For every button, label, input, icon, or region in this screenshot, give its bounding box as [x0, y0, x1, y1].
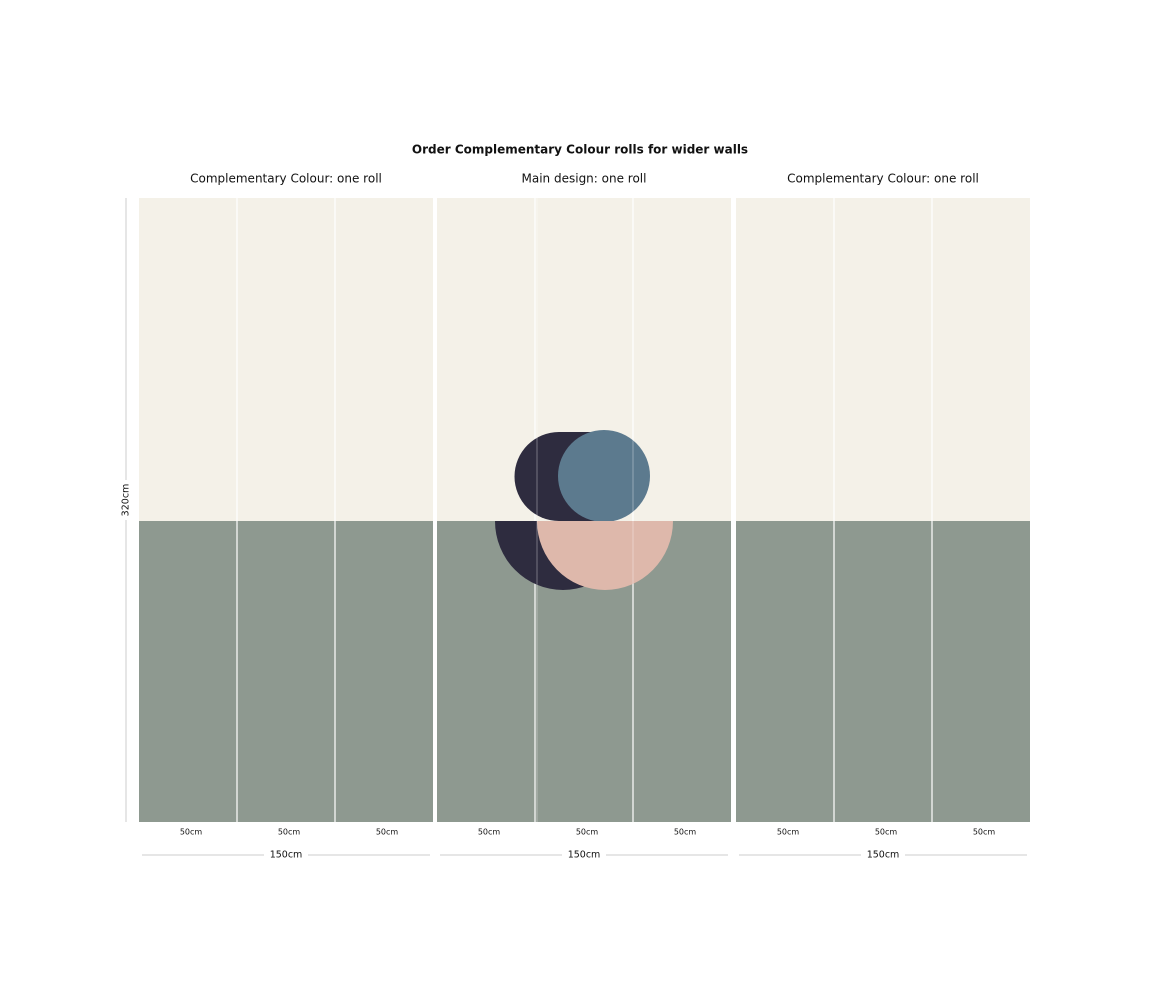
panel-label: Complementary Colour: one roll	[787, 172, 979, 186]
height-label-bg	[119, 480, 133, 520]
strip-width: 50cm	[376, 828, 399, 837]
strip-width: 50cm	[973, 828, 996, 837]
height-label: 320cm	[121, 484, 132, 517]
width-label-bg	[562, 848, 606, 862]
panel-label: Complementary Colour: one roll	[190, 172, 382, 186]
width-label: 150cm	[270, 850, 303, 861]
title: Order Complementary Colour rolls for wid…	[412, 143, 748, 157]
width-label: 150cm	[568, 850, 601, 861]
strip-width: 50cm	[278, 828, 301, 837]
pink-half	[537, 521, 673, 590]
strip-width: 50cm	[180, 828, 203, 837]
upper-colour	[736, 198, 1030, 521]
panel-label: Main design: one roll	[522, 172, 647, 186]
upper-colour	[139, 198, 433, 521]
width-label: 150cm	[867, 850, 900, 861]
design-shapes	[495, 198, 673, 822]
strip-width: 50cm	[674, 828, 697, 837]
lower-colour	[736, 521, 1030, 822]
strip-width: 50cm	[576, 828, 599, 837]
width-label-bg	[264, 848, 308, 862]
lower-colour	[139, 521, 433, 822]
strip-width: 50cm	[875, 828, 898, 837]
strip-width: 50cm	[777, 828, 800, 837]
blue-circle	[558, 430, 650, 522]
width-label-bg	[861, 848, 905, 862]
strip-width: 50cm	[478, 828, 501, 837]
panels: Complementary Colour: one roll 50cm 50cm 50…	[139, 172, 1030, 862]
